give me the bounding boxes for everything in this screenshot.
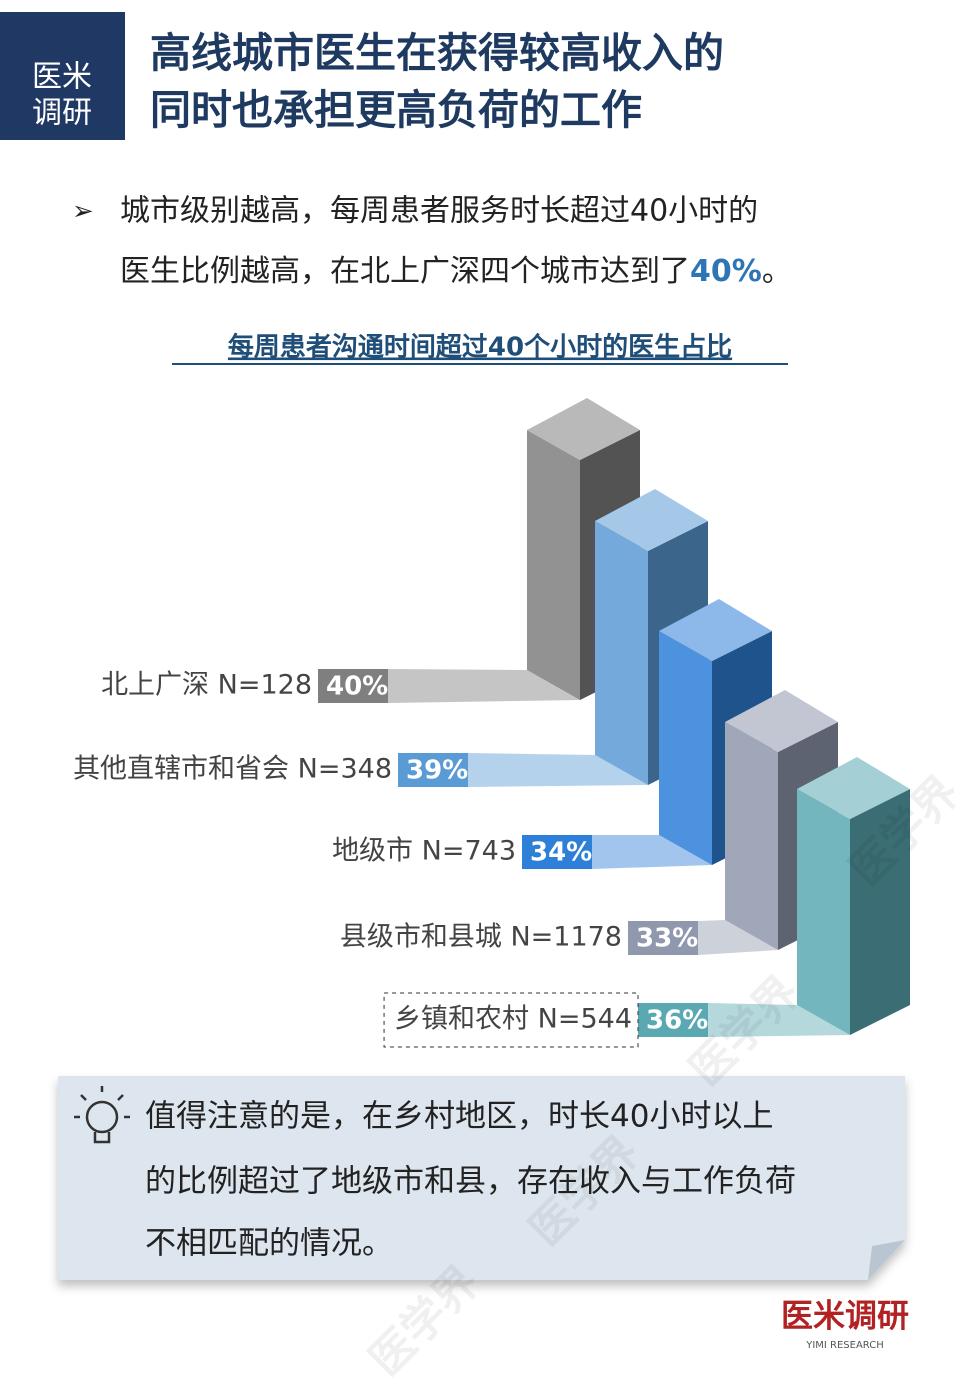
value-label: 40% <box>326 672 388 702</box>
category-label: 地级市 N=743 <box>332 836 516 867</box>
bar-top-face <box>595 489 708 551</box>
badge-text: 调研 <box>32 96 92 131</box>
title: 同时也承担更高负荷的工作 <box>150 86 642 134</box>
category-label: 乡镇和农村 N=544 <box>394 1004 632 1035</box>
bullet-text: 医生比例越高，在北上广深四个城市达到了 <box>120 254 690 289</box>
note-fold <box>868 1240 905 1280</box>
note-text: 不相匹配的情况。 <box>145 1226 393 1262</box>
title: 高线城市医生在获得较高收入的 <box>150 29 724 77</box>
bar-right-face <box>850 789 910 1035</box>
bar-top-face <box>659 599 772 661</box>
category-label: 其他直辖市和省会 N=348 <box>73 754 392 785</box>
bar-left-face <box>527 430 580 700</box>
note-bg <box>58 1076 905 1280</box>
bar-top-face <box>797 757 910 819</box>
value-label: 34% <box>530 838 592 868</box>
connector <box>592 835 712 869</box>
value-label: 39% <box>406 756 468 786</box>
bar-left-face <box>595 521 648 785</box>
value-label: 36% <box>646 1006 708 1036</box>
value-label: 33% <box>636 924 698 954</box>
bullet-marker: ➢ <box>72 197 94 227</box>
bar-left-face <box>797 789 850 1035</box>
badge-bg <box>0 0 125 140</box>
bar-top-face <box>527 398 640 460</box>
logo-sub: YIMI RESEARCH <box>805 1340 884 1351</box>
badge-text: 医米 <box>32 60 92 95</box>
chart: 40% 北上广深 N=128 39% 其他直辖市和省会 N=348 34% 地级市 N=7… <box>73 398 910 1048</box>
highlight: 40% <box>690 254 762 289</box>
value-box <box>628 921 698 955</box>
connector <box>388 669 580 703</box>
chart-title: 每周患者沟通时间超过40个小时的医生占比 <box>228 332 732 363</box>
value-box <box>638 1003 708 1037</box>
note-box <box>58 1076 905 1280</box>
note-text: 值得注意的是，在乡村地区，时长40小时以上 <box>145 1099 773 1135</box>
bullet-text: 城市级别越高，每周患者服务时长超过40小时的 <box>120 194 758 229</box>
category-label: 北上广深 N=128 <box>101 670 312 701</box>
connector <box>698 920 778 955</box>
category-label: 县级市和县城 N=1178 <box>340 922 622 953</box>
connector <box>468 753 648 787</box>
bar-left-face <box>725 722 778 950</box>
label-frame <box>383 992 639 1048</box>
value-box <box>398 753 468 787</box>
bullet-text: 医生比例越高，在北上广深四个城市达到了40%。 <box>120 254 792 289</box>
badge-notch <box>0 0 125 12</box>
note-text: 的比例超过了地级市和县，存在收入与工作负荷 <box>145 1164 796 1200</box>
bullet-text: 。 <box>762 254 792 289</box>
connector <box>708 1003 850 1037</box>
value-box <box>318 669 388 703</box>
bar-left-face <box>659 631 712 865</box>
bar-top-face <box>725 690 838 752</box>
value-box <box>522 835 592 869</box>
logo: 医米调研 <box>781 1297 909 1335</box>
bulb-icon <box>74 1086 130 1144</box>
